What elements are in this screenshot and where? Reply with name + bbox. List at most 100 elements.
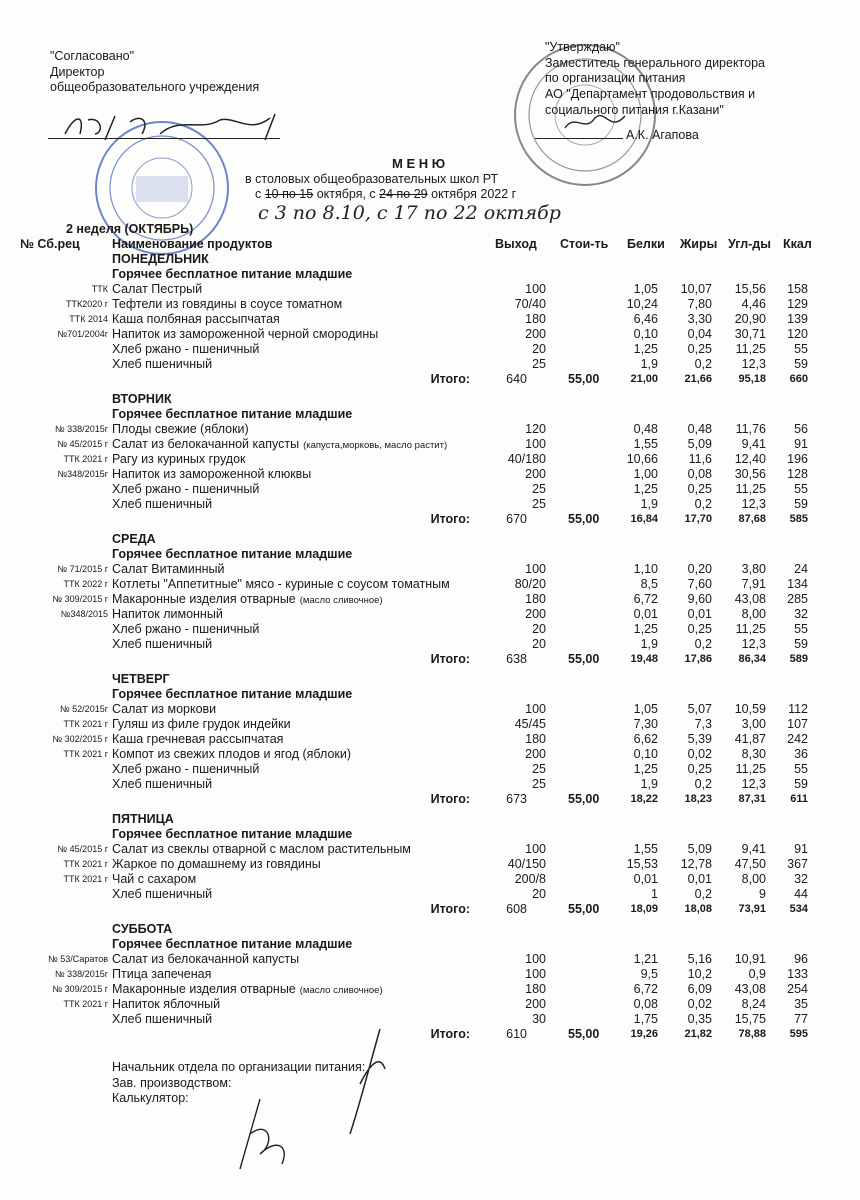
table-row: Хлеб пшеничный 20 1,9 0,2 12,3 59	[0, 637, 860, 652]
carbs: 3,00	[741, 717, 766, 731]
col-kcal: Ккал	[783, 237, 812, 251]
total-cost: 55,00	[568, 902, 600, 916]
protein: 0,10	[633, 747, 658, 761]
carbs: 12,3	[741, 777, 766, 791]
fat: 7,80	[687, 297, 712, 311]
table-row: Хлеб ржано - пшеничный 20 1,25 0,25 11,25 55	[0, 342, 860, 357]
dish-name: Рагу из куриных грудок	[112, 452, 246, 467]
dish-name-text: Напиток из замороженной черной смородины	[112, 327, 379, 341]
day-title-row: ПЯТНИЦА	[0, 812, 860, 827]
carbs: 15,75	[734, 1012, 766, 1026]
total-protein: 19,48	[630, 653, 658, 665]
fat: 11,6	[688, 452, 712, 466]
dish-name: Салат Витаминный	[112, 562, 225, 577]
portion: 20	[532, 622, 546, 636]
protein: 1,05	[633, 702, 658, 716]
deputy-signature	[564, 115, 626, 129]
approval-left: "Согласовано" Директор общеобразовательн…	[50, 49, 259, 96]
kcal: 242	[787, 732, 808, 746]
table-row: ТТК 2021 г Рагу из куриных грудок 40/180 10…	[0, 452, 860, 467]
kcal: 59	[794, 497, 808, 511]
fat: 0,01	[687, 607, 712, 621]
kcal: 77	[794, 1012, 808, 1026]
portion: 100	[525, 952, 546, 966]
carbs: 10,91	[734, 952, 766, 966]
recipe-code: ТТК 2021 г	[63, 719, 108, 729]
carbs: 9,41	[741, 842, 766, 856]
recipe-code: ТТК	[91, 284, 108, 294]
carbs: 11,76	[735, 422, 766, 436]
table-row: № 338/2015г Плоды свежие (яблоки) 120 0,48 0…	[0, 422, 860, 437]
total-row: Итого: 608 55,00 18,09 18,08 73,91 534	[0, 902, 860, 917]
table-row: ТТК 2021 г Чай с сахаром 200/8 0,01 0,01 8,00…	[0, 872, 860, 887]
recipe-code: № 71/2015 г	[57, 564, 108, 574]
table-row: Хлеб ржано - пшеничный 20 1,25 0,25 11,25 55	[0, 622, 860, 637]
portion: 100	[525, 562, 546, 576]
col-protein: Белки	[627, 237, 665, 251]
dish-name-text: Чай с сахаром	[112, 872, 197, 886]
carbs: 8,30	[741, 747, 766, 761]
table-row: № 45/2015 г Салат из свеклы отварной с ма…	[0, 842, 860, 857]
total-label: Итого:	[430, 372, 470, 386]
dish-name-text: Салат из свеклы отварной с маслом растит…	[112, 842, 411, 856]
dish-name: Хлеб пшеничный	[112, 497, 212, 512]
kcal: 32	[794, 607, 808, 621]
total-label: Итого:	[430, 1027, 470, 1041]
portion: 100	[525, 437, 546, 451]
dish-name-text: Котлеты "Аппетитные" мясо - куриные с со…	[112, 577, 450, 591]
portion: 25	[532, 777, 546, 791]
protein: 1,9	[640, 497, 658, 511]
section-title: Горячее бесплатное питание младшие	[112, 407, 353, 421]
recipe-code: № 52/2015г	[60, 704, 108, 714]
portion: 70/40	[514, 297, 546, 311]
kcal: 59	[794, 357, 808, 371]
table-row: ТТК 2014 Каша полбяная рассыпчатая 180 6,46…	[0, 312, 860, 327]
dish-name-text: Каша гречневая рассыпчатая	[112, 732, 284, 746]
menu-title: М Е Н Ю	[392, 156, 446, 171]
deputy-name: А.К. Агапова	[626, 128, 699, 142]
day-block: ПОНЕДЕЛЬНИК Горячее бесплатное питание мл…	[0, 252, 860, 387]
total-kcal: 660	[789, 373, 808, 385]
table-row: ТТК 2021 г Напиток яблочный 200 0,08 0,02 8,2…	[0, 997, 860, 1012]
portion: 200/8	[514, 872, 546, 886]
total-protein: 18,09	[630, 903, 658, 915]
protein: 9,5	[640, 967, 658, 981]
kcal: 107	[787, 717, 808, 731]
dish-name-text: Салат из белокачанной капусты	[112, 952, 300, 966]
dish-name: Хлеб пшеничный	[112, 357, 212, 372]
section-row: Горячее бесплатное питание младшие	[0, 687, 860, 702]
portion: 25	[532, 482, 546, 496]
fat: 0,25	[687, 342, 712, 356]
carbs: 3,80	[741, 562, 766, 576]
table-row: Хлеб пшеничный 25 1,9 0,2 12,3 59	[0, 497, 860, 512]
kcal: 32	[794, 872, 808, 886]
director-signature	[64, 113, 276, 141]
recipe-code: ТТК 2021 г	[63, 874, 108, 884]
section-row: Горячее бесплатное питание младшие	[0, 267, 860, 282]
dish-name-text: Напиток из замороженной клюквы	[112, 467, 312, 481]
fat: 10,07	[680, 282, 712, 296]
dish-name-text: Напиток лимонный	[112, 607, 223, 621]
carbs: 10,59	[734, 702, 766, 716]
protein: 6,72	[633, 982, 658, 996]
total-portion: 638	[506, 652, 527, 666]
dish-name: Хлеб ржано - пшеничный	[112, 622, 259, 637]
dish-name: Каша гречневая рассыпчатая	[112, 732, 283, 747]
dish-name: Котлеты "Аппетитные" мясо - куриные с со…	[112, 577, 450, 592]
dish-name: Хлеб пшеничный	[112, 637, 212, 652]
total-protein: 16,84	[630, 513, 658, 525]
dish-name-text: Хлеб пшеничный	[112, 357, 213, 371]
dish-name-text: Гуляш из филе грудок индейки	[112, 717, 291, 731]
dish-name: Компот из свежих плодов и ягод (яблоки)	[112, 747, 351, 762]
portion: 20	[532, 637, 546, 651]
day-title: ЧЕТВЕРГ	[112, 672, 170, 686]
col-code: № Сб.рец	[20, 237, 80, 251]
col-fat: Жиры	[680, 237, 718, 251]
table-row: ТТК 2021 г Компот из свежих плодов и ягод…	[0, 747, 860, 762]
day-title: СРЕДА	[112, 532, 156, 546]
kcal: 59	[794, 637, 808, 651]
day-title-row: ВТОРНИК	[0, 392, 860, 407]
dish-name: Плоды свежие (яблоки)	[112, 422, 249, 437]
total-kcal: 585	[789, 513, 808, 525]
protein: 1,25	[633, 482, 658, 496]
